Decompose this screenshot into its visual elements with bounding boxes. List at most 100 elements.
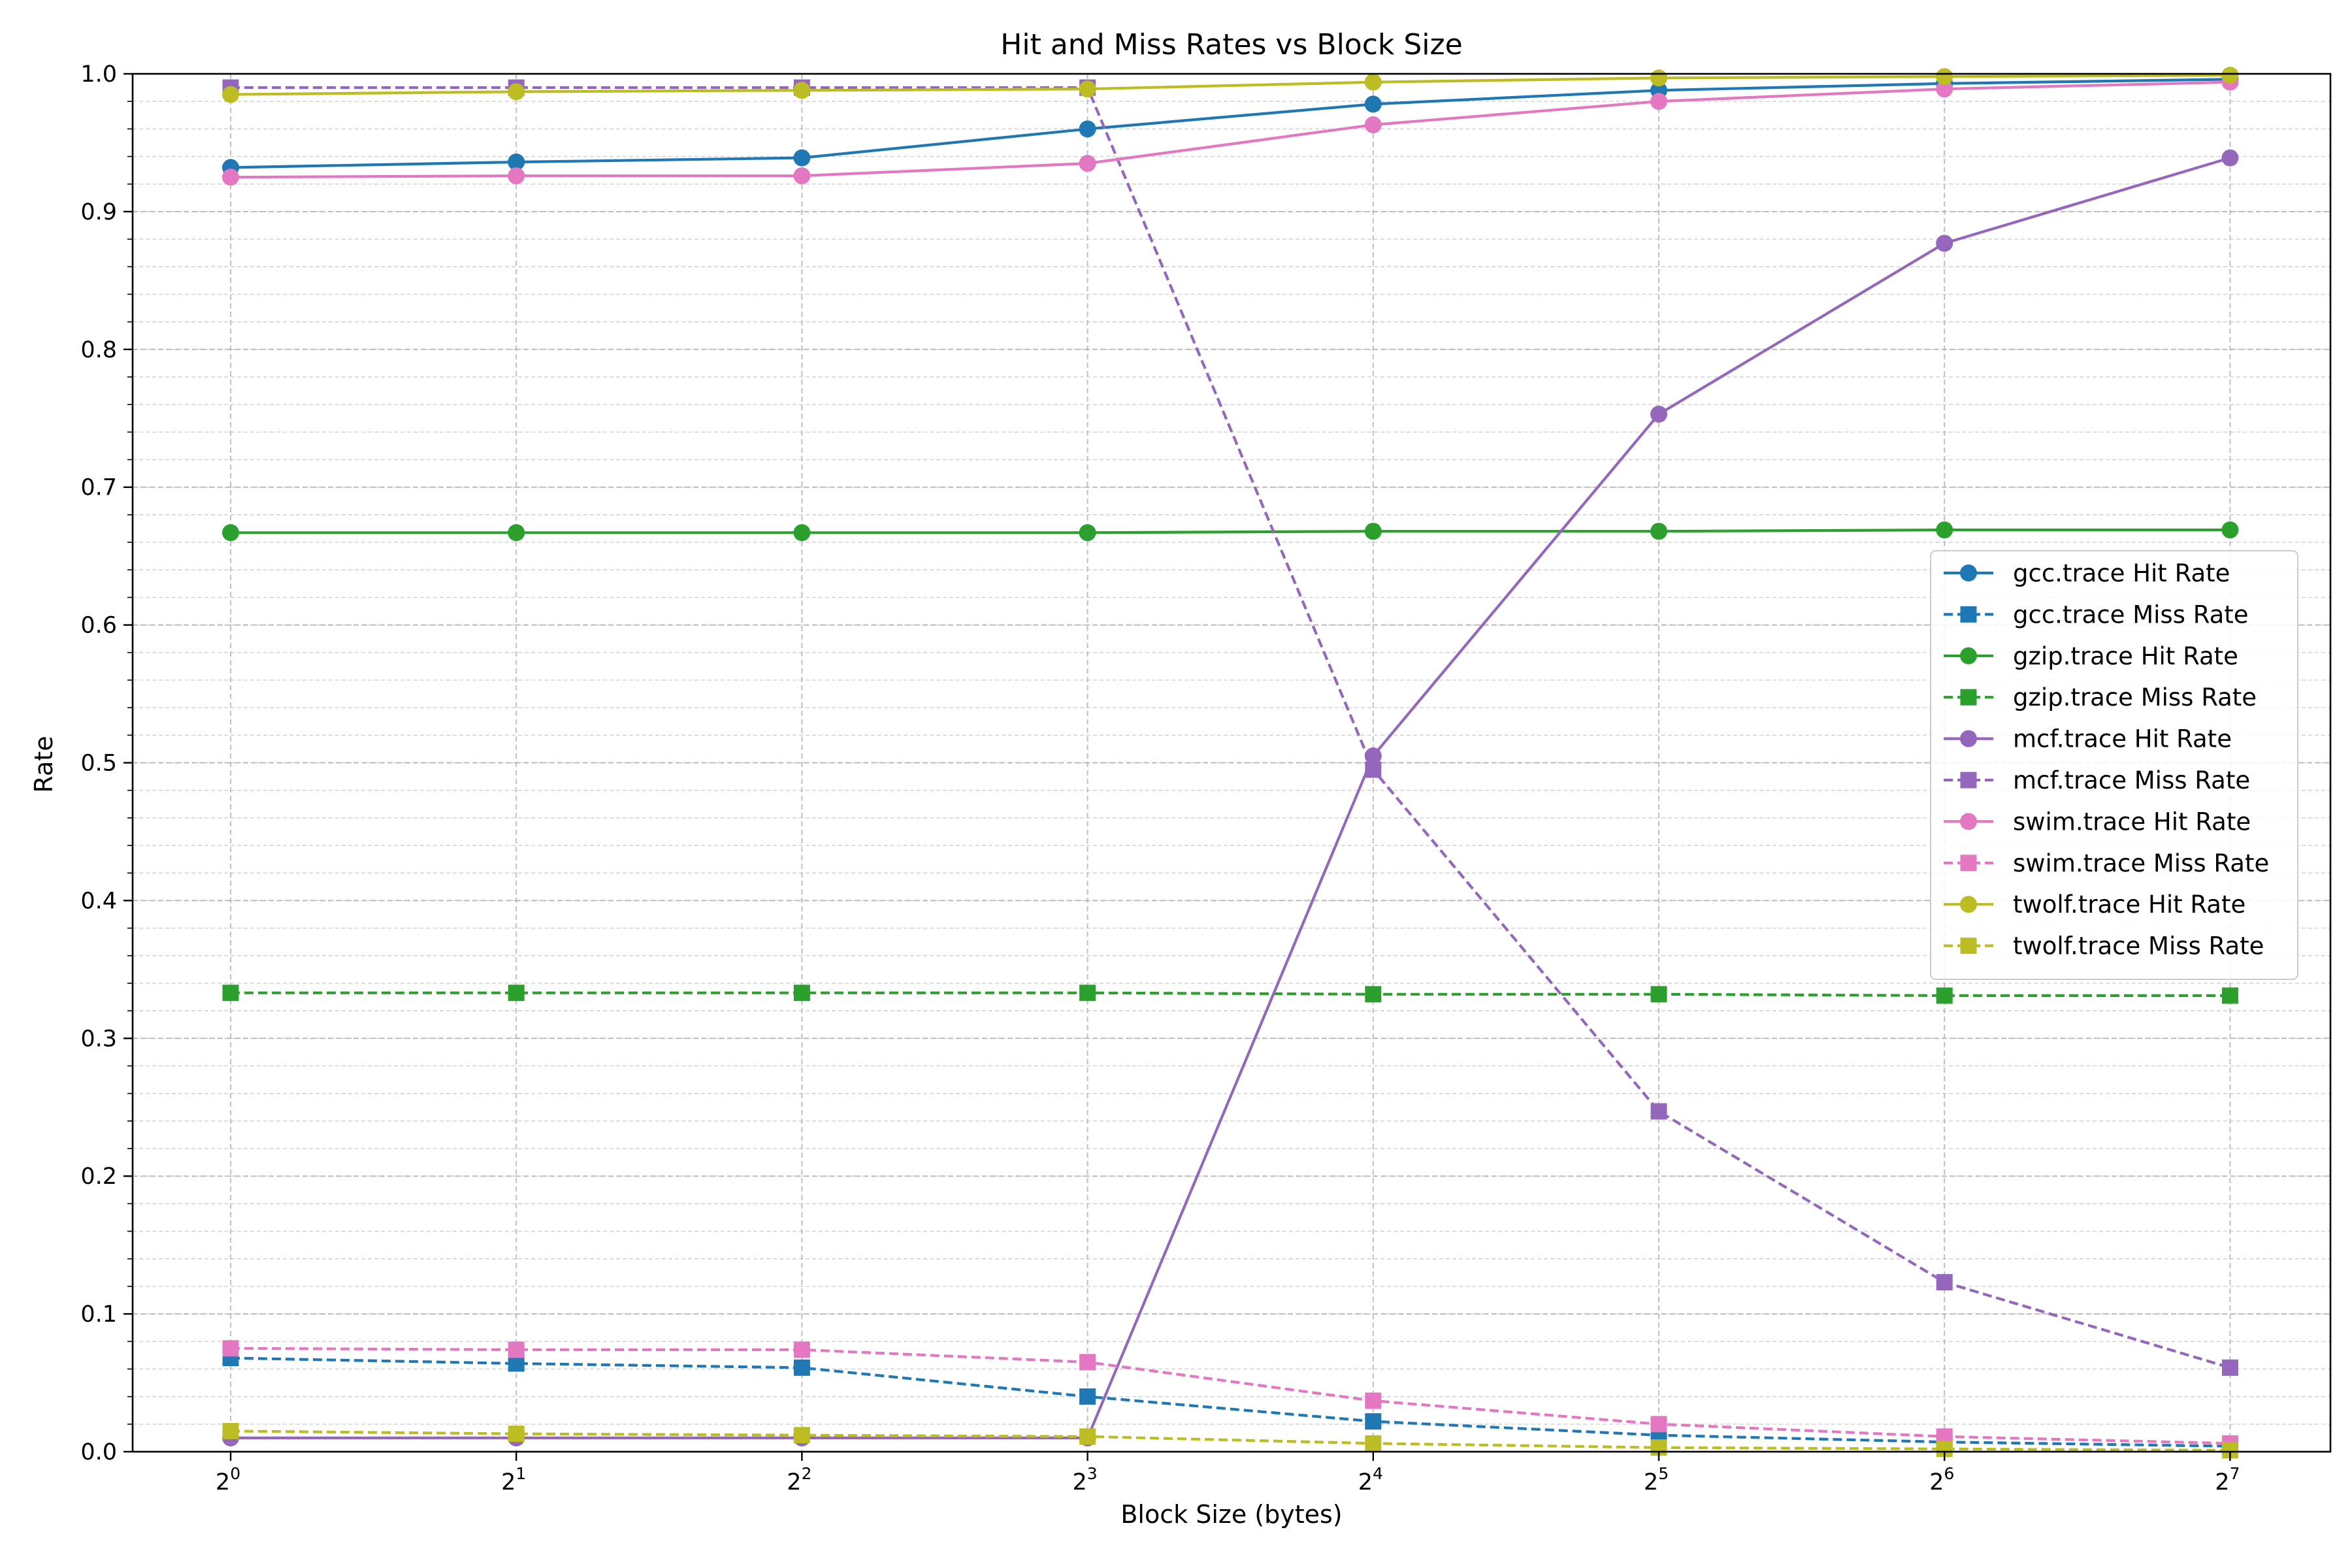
data-point bbox=[508, 153, 525, 171]
data-point bbox=[793, 82, 811, 99]
series-gzip-trace-hit-rate bbox=[222, 521, 2239, 542]
legend-entry: swim.trace Hit Rate bbox=[1944, 808, 2251, 836]
data-point bbox=[1650, 523, 1667, 540]
x-tick-label: 25 bbox=[1644, 1464, 1669, 1495]
y-tick-label: 0.6 bbox=[80, 613, 117, 639]
legend-marker bbox=[1960, 772, 1977, 789]
legend-entry: twolf.trace Miss Rate bbox=[1944, 932, 2264, 960]
data-point bbox=[1936, 80, 1953, 98]
x-tick-label: 26 bbox=[1929, 1464, 1954, 1495]
series-line bbox=[230, 1347, 2230, 1445]
series-line bbox=[229, 80, 2232, 179]
data-point bbox=[2221, 987, 2238, 1004]
data-point bbox=[793, 985, 810, 1002]
legend-marker bbox=[1960, 896, 1977, 913]
data-point bbox=[2221, 149, 2239, 167]
x-tick-label: 27 bbox=[2215, 1464, 2240, 1495]
series-line bbox=[230, 1356, 2230, 1448]
legend-entry: twolf.trace Hit Rate bbox=[1944, 890, 2246, 919]
data-point bbox=[1936, 1274, 1953, 1291]
legend-marker bbox=[1960, 689, 1977, 706]
data-point bbox=[1365, 1392, 1382, 1409]
data-point bbox=[1650, 69, 1667, 87]
data-point bbox=[508, 1426, 525, 1443]
legend-label: gcc.trace Miss Rate bbox=[2013, 600, 2249, 629]
y-tick-label: 0.1 bbox=[80, 1301, 117, 1328]
legend-entry: mcf.trace Hit Rate bbox=[1944, 725, 2232, 753]
legend-label: swim.trace Hit Rate bbox=[2013, 808, 2251, 836]
data-point bbox=[793, 1341, 810, 1358]
data-point bbox=[1650, 93, 1667, 110]
data-point bbox=[1650, 1103, 1667, 1120]
data-point bbox=[1650, 986, 1667, 1003]
legend-entry: gcc.trace Miss Rate bbox=[1944, 600, 2249, 629]
data-point bbox=[793, 1427, 810, 1444]
legend-entry: swim.trace Miss Rate bbox=[1944, 849, 2269, 877]
data-point bbox=[1364, 95, 1382, 113]
legend-label: mcf.trace Miss Rate bbox=[2013, 766, 2250, 794]
series-line bbox=[229, 73, 2232, 96]
data-point bbox=[1079, 1388, 1096, 1405]
data-point bbox=[1079, 80, 1096, 98]
chart-title: Hit and Miss Rates vs Block Size bbox=[1000, 28, 1462, 61]
data-point bbox=[1364, 116, 1382, 134]
axes: 0.0 0.1 0.2 0.3 0.4 0.5 0.6 0.7 0.8 0.9 1.0 20 21 22 2… bbox=[80, 61, 2332, 1495]
legend-label: swim.trace Miss Rate bbox=[2013, 849, 2269, 877]
data-point bbox=[1079, 120, 1096, 138]
legend-label: gzip.trace Miss Rate bbox=[2013, 683, 2257, 711]
data-point bbox=[793, 524, 811, 542]
data-point bbox=[1364, 73, 1382, 91]
legend-label: gcc.trace Hit Rate bbox=[2013, 559, 2230, 587]
legend-label: twolf.trace Hit Rate bbox=[2013, 890, 2246, 919]
y-tick-label: 0.3 bbox=[80, 1026, 117, 1052]
data-point bbox=[1365, 1435, 1382, 1452]
series-line bbox=[229, 156, 2232, 1439]
legend-label: mcf.trace Hit Rate bbox=[2013, 725, 2232, 753]
data-point bbox=[1936, 987, 1953, 1004]
data-point bbox=[222, 86, 239, 103]
data-point bbox=[2221, 521, 2239, 539]
y-axis-title: Rate bbox=[29, 736, 58, 792]
data-point bbox=[1365, 761, 1382, 778]
data-point bbox=[222, 985, 239, 1002]
y-tick-label: 0.4 bbox=[80, 888, 117, 914]
data-point bbox=[1079, 524, 1096, 542]
series-line bbox=[229, 528, 2232, 534]
y-tick-label: 0.8 bbox=[80, 337, 117, 363]
data-point bbox=[222, 169, 239, 186]
legend-entry: gzip.trace Hit Rate bbox=[1944, 642, 2238, 670]
x-tick-label: 22 bbox=[787, 1464, 811, 1495]
series-gzip-trace-miss-rate bbox=[222, 985, 2238, 1004]
x-tick-label: 20 bbox=[216, 1464, 240, 1495]
data-point bbox=[1936, 68, 1953, 86]
data-point bbox=[2221, 1359, 2238, 1376]
x-tick-label: 24 bbox=[1358, 1464, 1383, 1495]
series-line bbox=[229, 78, 2232, 169]
x-tick-label: 23 bbox=[1073, 1464, 1098, 1495]
series-line bbox=[231, 86, 2231, 1369]
legend-marker bbox=[1960, 938, 1977, 955]
series-twolf-trace-miss-rate bbox=[222, 1422, 2238, 1459]
data-point bbox=[222, 524, 239, 542]
data-point bbox=[793, 149, 811, 167]
legend-box bbox=[1930, 550, 2298, 980]
y-tick-label: 0.9 bbox=[80, 199, 117, 225]
data-point bbox=[222, 1340, 239, 1357]
legend-marker bbox=[1960, 855, 1977, 872]
data-point bbox=[1650, 1416, 1667, 1433]
data-point bbox=[2221, 67, 2239, 84]
y-tick-label: 0.7 bbox=[80, 475, 117, 501]
x-tick-label: 21 bbox=[501, 1464, 526, 1495]
legend-marker bbox=[1960, 564, 1977, 581]
legend-entry: gcc.trace Hit Rate bbox=[1944, 559, 2230, 587]
data-point bbox=[508, 524, 525, 542]
y-tick-label: 1.0 bbox=[80, 61, 117, 88]
y-tick-label: 0.0 bbox=[80, 1439, 117, 1465]
y-tick-label: 0.5 bbox=[80, 751, 117, 777]
data-point bbox=[508, 1355, 525, 1372]
series-line bbox=[231, 991, 2230, 998]
legend-marker bbox=[1960, 730, 1977, 747]
series-swim-trace-hit-rate bbox=[222, 73, 2239, 186]
y-tick-label: 0.2 bbox=[80, 1164, 117, 1190]
